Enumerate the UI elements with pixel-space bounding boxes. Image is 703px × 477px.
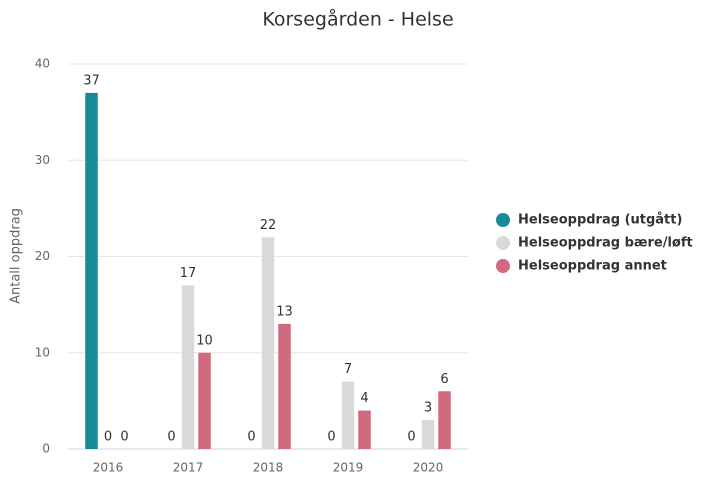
bar: [341, 381, 355, 449]
y-tick-label: 30: [35, 153, 50, 167]
y-tick-label: 10: [35, 345, 50, 359]
data-label: 13: [276, 304, 293, 319]
data-label: 0: [327, 430, 335, 445]
data-label: 22: [260, 218, 277, 233]
chart-title: Korsegården - Helse: [262, 8, 453, 31]
bar: [198, 352, 211, 449]
legend-marker: [496, 213, 510, 227]
data-label: 4: [360, 391, 368, 406]
data-label: 10: [196, 333, 213, 348]
data-label: 0: [120, 430, 128, 445]
bar: [278, 323, 291, 449]
y-tick-label: 0: [42, 442, 50, 456]
y-tick-label: 40: [35, 57, 50, 71]
data-label: 17: [180, 266, 197, 281]
data-label: 0: [167, 430, 175, 445]
y-tick-label: 20: [35, 249, 50, 263]
data-label: 0: [407, 430, 415, 445]
data-label: 0: [104, 430, 112, 445]
bar: [261, 237, 275, 449]
legend-label: Helseoppdrag bære/løft: [518, 236, 693, 251]
x-tick-label: 2018: [253, 461, 284, 475]
legend-label: Helseoppdrag annet: [518, 259, 667, 274]
legend-marker: [496, 259, 510, 273]
bar: [85, 92, 98, 449]
x-tick-label: 2016: [93, 461, 124, 475]
data-label: 3: [424, 401, 432, 416]
data-label: 0: [247, 430, 255, 445]
x-tick-label: 2019: [333, 461, 364, 475]
bar: [181, 285, 195, 449]
x-tick-label: 2017: [173, 461, 204, 475]
bar: [421, 420, 435, 449]
legend-label: Helseoppdrag (utgått): [518, 213, 682, 228]
data-label: 7: [344, 362, 352, 377]
x-tick-label: 2020: [413, 461, 444, 475]
legend-marker: [496, 236, 510, 250]
data-label: 37: [83, 73, 100, 88]
bar: [438, 391, 451, 449]
y-axis-label: Antall oppdrag: [9, 208, 24, 304]
data-label: 6: [440, 372, 448, 387]
bar: [358, 410, 371, 449]
